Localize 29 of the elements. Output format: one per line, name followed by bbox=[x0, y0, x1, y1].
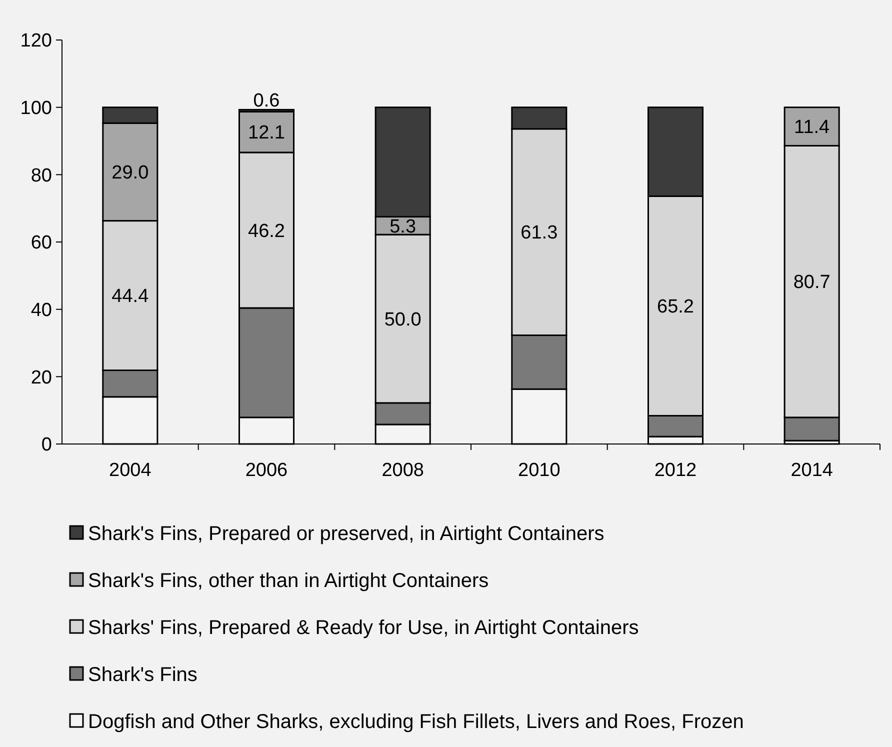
x-tick-label: 2006 bbox=[245, 460, 288, 481]
data-label: 0.6 bbox=[253, 90, 280, 112]
data-label: 46.2 bbox=[248, 220, 285, 242]
y-tick-label: 100 bbox=[20, 98, 52, 119]
data-label: 61.3 bbox=[520, 222, 558, 244]
legend-label: Sharks' Fins, Prepared & Ready for Use, in Airtight Containers bbox=[88, 617, 639, 639]
data-label: 29.0 bbox=[112, 162, 149, 184]
data-label: 65.2 bbox=[657, 296, 694, 318]
y-tick-label: 80 bbox=[30, 165, 52, 186]
y-tick-label: 20 bbox=[30, 367, 52, 388]
legend-label: Shark's Fins, other than in Airtight Containers bbox=[88, 570, 489, 592]
y-tick-label: 60 bbox=[30, 232, 52, 254]
data-label: 5.3 bbox=[390, 216, 416, 238]
data-label: 12.1 bbox=[248, 122, 285, 144]
x-tick-label: 2014 bbox=[790, 460, 834, 481]
x-tick-label: 2012 bbox=[654, 460, 697, 481]
legend-label: Shark's Fins bbox=[88, 664, 198, 686]
data-label: 80.7 bbox=[793, 272, 830, 294]
x-tick-label: 2010 bbox=[518, 460, 560, 481]
data-label: 50.0 bbox=[384, 309, 422, 330]
y-tick-label: 120 bbox=[20, 30, 52, 52]
x-tick-label: 2008 bbox=[382, 460, 424, 481]
legend-label: Dogfish and Other Sharks, excluding Fish Fillets, Livers and Roes, Frozen bbox=[88, 711, 744, 733]
x-tick-label: 2004 bbox=[109, 460, 152, 481]
y-tick-label: 40 bbox=[30, 300, 52, 321]
data-label: 11.4 bbox=[794, 117, 830, 138]
y-tick-label: 0 bbox=[41, 434, 52, 456]
legend-label: Shark's Fins, Prepared or preserved, in Airtight Containers bbox=[88, 523, 604, 545]
data-label: 44.4 bbox=[112, 286, 150, 308]
